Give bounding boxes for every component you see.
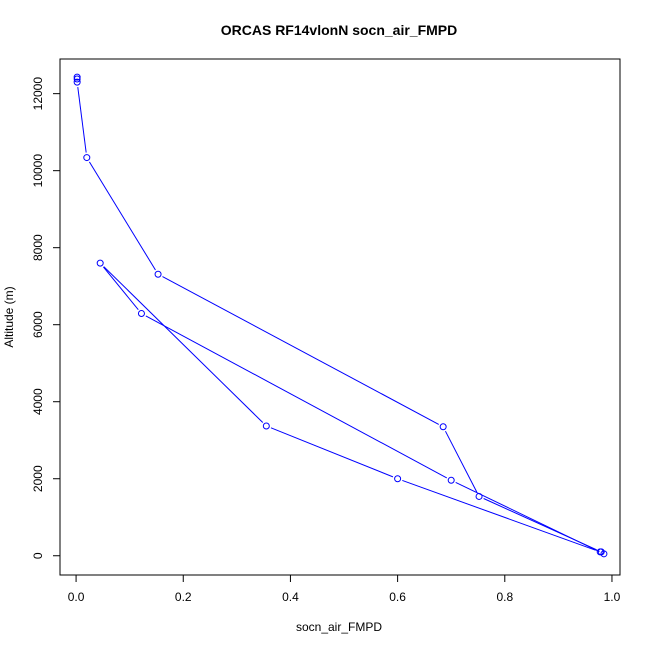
y-tick-label: 8000 [31, 234, 45, 261]
x-axis: 0.0 0.2 0.4 0.6 0.8 1.0 [68, 574, 621, 604]
y-axis: 0 2000 4000 6000 8000 10000 12000 [31, 77, 61, 559]
y-tick-label: 10000 [31, 154, 45, 188]
y-tick-label: 2000 [31, 465, 45, 492]
x-axis-label: socn_air_FMPD [296, 620, 382, 634]
series-segment [455, 481, 600, 553]
data-point [73, 78, 81, 86]
data-point [73, 73, 81, 81]
data-point [137, 310, 145, 318]
y-tick-label: 0 [31, 552, 45, 559]
y-axis-label: Altitude (m) [2, 286, 16, 347]
series-segment [145, 315, 448, 479]
series-segment [162, 276, 439, 425]
x-tick-label: 0.2 [175, 590, 192, 604]
x-tick-label: 0.6 [389, 590, 406, 604]
plot-frame [59, 58, 621, 576]
series-segment [77, 87, 87, 153]
data-point [96, 259, 104, 267]
series-segment [402, 479, 596, 551]
data-point [475, 492, 483, 500]
data-point [73, 75, 81, 83]
series-segment [88, 161, 156, 271]
y-tick-label: 12000 [31, 77, 45, 111]
data-point [262, 422, 270, 430]
data-point [596, 548, 604, 556]
data-point [83, 154, 91, 162]
series-segment [103, 266, 264, 423]
y-tick-label: 6000 [31, 311, 45, 338]
data-point [154, 270, 162, 278]
x-tick-label: 1.0 [604, 590, 621, 604]
data-point [447, 476, 455, 484]
data-point [394, 475, 402, 483]
y-tick-label: 4000 [31, 388, 45, 415]
x-tick-label: 0.0 [68, 590, 85, 604]
x-tick-label: 0.8 [496, 590, 513, 604]
data-point [439, 423, 447, 431]
series-layer [73, 73, 608, 558]
series-segment [445, 430, 478, 493]
x-tick-label: 0.4 [282, 590, 299, 604]
series-segment [102, 266, 139, 310]
data-point [600, 550, 608, 558]
chart-title: ORCAS RF14vlonN socn_air_FMPD [221, 22, 458, 38]
series-segment [270, 427, 394, 478]
